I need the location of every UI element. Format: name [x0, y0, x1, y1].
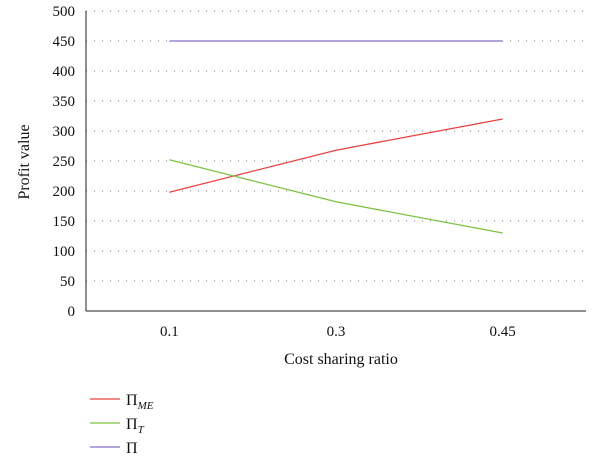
y-tick-label: 300 — [53, 124, 76, 140]
y-tick-labels: 0 50 100 150 200 250 300 350 400 450 500 — [53, 4, 76, 320]
x-tick-label: 0.1 — [160, 324, 179, 340]
y-tick-label: 450 — [53, 34, 76, 50]
x-tick-label: 0.3 — [327, 324, 346, 340]
y-axis-label: Profit value — [16, 124, 33, 199]
legend-item: ΠT — [90, 416, 145, 436]
x-axis-label: Cost sharing ratio — [284, 351, 398, 368]
series-line-1 — [169, 118, 503, 193]
legend-label: ΠME — [126, 392, 154, 412]
y-tick-label: 150 — [53, 214, 76, 230]
y-tick-label: 100 — [53, 244, 76, 260]
series-line-2 — [169, 159, 503, 234]
y-tick-label: 400 — [53, 64, 76, 80]
legend-label: ΠT — [126, 416, 145, 436]
y-tick-label: 200 — [53, 184, 76, 200]
legend-item: Π — [90, 440, 138, 457]
legend: ΠME ΠT Π — [90, 392, 154, 457]
y-tick-label: 350 — [53, 94, 76, 110]
grid-lines — [86, 10, 586, 282]
x-tick-labels: 0.1 0.3 0.45 — [160, 324, 516, 340]
y-tick-label: 50 — [60, 274, 75, 290]
legend-item: ΠME — [90, 392, 154, 412]
y-tick-label: 250 — [53, 154, 76, 170]
axes — [85, 11, 586, 312]
series-lines — [169, 40, 503, 234]
legend-label: Π — [126, 440, 138, 457]
y-tick-label: 0 — [68, 304, 76, 320]
x-tick-label: 0.45 — [490, 324, 516, 340]
y-tick-label: 500 — [53, 4, 76, 20]
